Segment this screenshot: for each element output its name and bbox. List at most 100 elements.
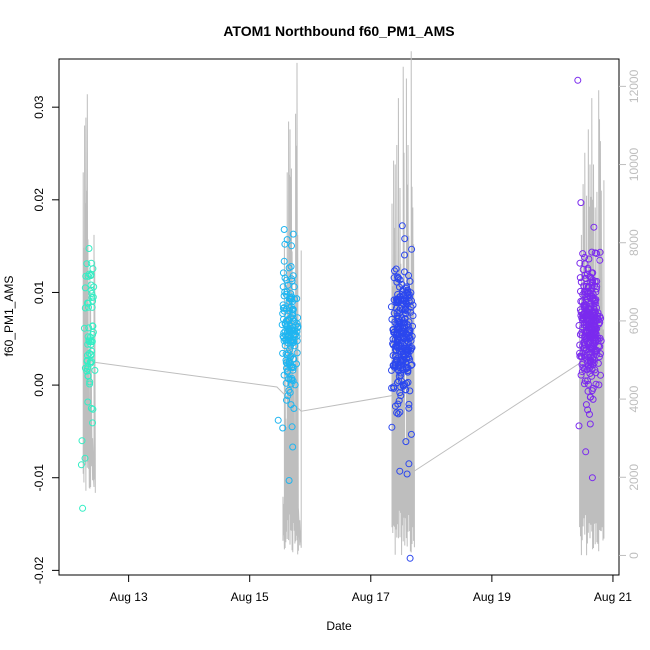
data-point <box>281 274 289 282</box>
y2-tick-label: 6000 <box>627 307 641 334</box>
data-point <box>402 365 410 373</box>
data-point <box>407 430 415 438</box>
data-point <box>291 342 299 350</box>
x-tick-label: Aug 19 <box>473 590 511 604</box>
data-point <box>407 361 415 369</box>
data-point <box>286 353 294 361</box>
data-point <box>388 423 396 431</box>
data-point <box>89 293 97 301</box>
data-point <box>401 380 409 388</box>
data-point <box>288 277 296 285</box>
x-axis: Aug 13 Aug 15 Aug 17 Aug 19 Aug 21 <box>110 575 632 604</box>
data-point <box>287 263 295 270</box>
y-tick-label: 0.02 <box>32 188 46 212</box>
data-point <box>85 303 92 311</box>
data-point <box>593 336 601 343</box>
data-point <box>81 284 89 292</box>
data-point <box>391 402 399 410</box>
data-point <box>79 504 87 512</box>
data-point <box>593 346 601 354</box>
data-point <box>582 275 590 283</box>
data-point <box>581 365 588 373</box>
data-point <box>289 272 297 280</box>
data-point <box>387 303 395 311</box>
data-point <box>293 349 301 357</box>
data-point <box>592 285 600 293</box>
data-point <box>574 76 582 84</box>
data-point <box>396 276 404 284</box>
data-point <box>401 251 408 259</box>
data-point <box>581 253 589 261</box>
data-point <box>397 369 405 377</box>
y-tick-label: -0.02 <box>32 556 46 584</box>
data-point <box>78 437 86 445</box>
trace-burst-1 <box>82 94 96 493</box>
data-point <box>589 384 597 392</box>
data-point <box>87 338 95 346</box>
data-point <box>596 256 604 264</box>
data-point <box>398 332 406 340</box>
data-point <box>579 311 587 318</box>
x-tick-label: Aug 15 <box>231 590 269 604</box>
data-point <box>586 420 594 428</box>
data-point <box>584 380 592 388</box>
data-point <box>287 337 295 344</box>
data-point <box>85 336 93 344</box>
data-point <box>388 384 396 392</box>
plot-frame <box>58 58 620 576</box>
data-point <box>579 342 587 350</box>
data-point <box>87 404 95 412</box>
data-point <box>408 245 416 253</box>
y2-tick-label: 12000 <box>627 69 641 103</box>
data-point <box>389 335 397 343</box>
data-point <box>595 381 603 389</box>
data-point <box>589 269 597 277</box>
data-point <box>580 301 588 309</box>
data-point <box>91 366 99 374</box>
chart-title: ATOM1 Northbound f60_PM1_AMS <box>223 23 454 39</box>
data-point <box>395 377 403 385</box>
data-point <box>279 310 287 318</box>
data-point <box>582 448 590 456</box>
data-point <box>393 343 400 351</box>
data-point <box>287 303 295 310</box>
data-point <box>396 408 404 416</box>
data-point <box>282 290 290 298</box>
data-point <box>588 372 596 380</box>
data-point <box>282 350 290 358</box>
data-point <box>591 329 598 337</box>
data-point <box>283 236 291 244</box>
data-point <box>86 380 94 388</box>
y-tick-label: 0.01 <box>32 280 46 304</box>
data-point <box>288 242 295 250</box>
data-point <box>402 284 410 292</box>
data-point <box>290 283 298 291</box>
data-point <box>577 371 585 379</box>
series-3 <box>387 222 417 562</box>
data-point <box>286 295 294 303</box>
data-point <box>84 299 92 307</box>
data-point <box>290 337 298 345</box>
data-point <box>594 359 602 367</box>
data-point <box>587 273 595 281</box>
data-point <box>584 406 592 414</box>
data-point <box>596 319 604 327</box>
data-point <box>394 330 402 338</box>
data-point <box>286 389 294 396</box>
data-point <box>591 313 599 321</box>
data-point <box>89 405 97 413</box>
data-point <box>587 362 595 370</box>
data-point <box>395 315 402 323</box>
data-point <box>289 377 297 385</box>
data-point <box>402 354 410 362</box>
data-point <box>405 404 413 412</box>
y-axis-right: 0 2000 4000 6000 8000 10000 12000 <box>619 69 641 559</box>
series-1 <box>77 245 99 512</box>
data-point <box>394 410 402 418</box>
data-point <box>279 424 287 432</box>
data-point <box>588 365 596 373</box>
data-point <box>575 322 583 329</box>
series-2 <box>274 226 302 484</box>
data-point <box>278 321 286 329</box>
data-point <box>577 199 585 207</box>
